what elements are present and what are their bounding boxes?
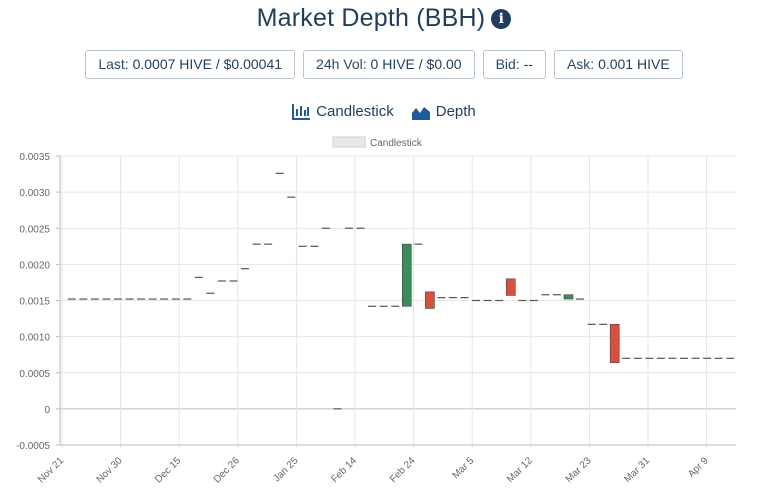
bid-label: Bid: xyxy=(495,56,520,72)
x-tick-label: Nov 30 xyxy=(95,455,125,485)
y-tick-label: 0.0010 xyxy=(19,333,50,344)
page-title: Market Depth (BBH) xyxy=(256,4,486,32)
bid-badge: Bid: -- xyxy=(482,50,546,79)
x-tick-label: Feb 14 xyxy=(329,455,359,485)
candlestick-toggle[interactable]: Candlestick xyxy=(292,103,394,120)
area-chart-icon xyxy=(411,106,430,120)
volume-value: 0 HIVE / $0.00 xyxy=(370,56,462,72)
candle xyxy=(563,294,574,300)
x-tick-label: Mar 23 xyxy=(564,455,594,485)
candle xyxy=(505,278,516,296)
x-tick-label: Jan 25 xyxy=(272,455,301,484)
last-value: 0.0007 HIVE / $0.00041 xyxy=(132,56,283,72)
y-tick-label: 0.0015 xyxy=(19,297,50,308)
candlestick-chart: Candlestick 0.0035 0.0030 0.0025 0.0020 0.001… xyxy=(16,136,736,486)
x-tick-label: Nov 21 xyxy=(36,455,66,485)
ask-label: Ask: xyxy=(566,56,595,72)
x-tick-label: Dec 15 xyxy=(153,455,183,485)
info-circle-icon[interactable]: i xyxy=(491,8,512,29)
last-price-badge: Last: 0.0007 HIVE / $0.00041 xyxy=(85,50,296,79)
y-tick-label: 0.0005 xyxy=(19,369,50,380)
legend-swatch xyxy=(332,136,366,148)
chart-type-toggles: Candlestick Depth xyxy=(0,103,768,120)
stats-bar: Last: 0.0007 HIVE / $0.00041 24h Vol: 0 … xyxy=(0,50,768,79)
y-tick-label: 0 xyxy=(44,405,50,416)
volume-badge: 24h Vol: 0 HIVE / $0.00 xyxy=(303,50,475,79)
candlestick-label: Candlestick xyxy=(316,103,394,120)
candle xyxy=(401,243,412,307)
y-tick-label: 0.0025 xyxy=(19,224,50,235)
legend-label: Candlestick xyxy=(370,138,423,149)
ask-value: 0.001 HIVE xyxy=(598,56,670,72)
x-tick-label: Dec 26 xyxy=(212,455,242,485)
candle xyxy=(425,291,435,309)
volume-label: 24h Vol: xyxy=(316,56,367,72)
x-tick-label: Mar 5 xyxy=(450,455,476,481)
x-tick-label: Feb 24 xyxy=(388,455,418,485)
x-tick-label: Mar 12 xyxy=(505,455,535,485)
y-tick-label: 0.0035 xyxy=(19,152,50,163)
header: Market Depth (BBH) i xyxy=(0,4,768,33)
bid-value: -- xyxy=(523,56,533,72)
candlestick-chart-icon xyxy=(292,103,311,120)
x-tick-label: Apr 9 xyxy=(686,455,711,480)
y-tick-label: 0.0030 xyxy=(19,188,50,199)
depth-toggle[interactable]: Depth xyxy=(411,103,476,120)
candle xyxy=(609,324,620,363)
depth-label: Depth xyxy=(435,103,476,120)
ask-badge: Ask: 0.001 HIVE xyxy=(553,50,683,79)
y-tick-label: 0.0020 xyxy=(19,260,50,271)
y-tick-label: -0.0005 xyxy=(16,441,50,452)
last-label: Last: xyxy=(98,56,129,72)
x-tick-label: Mar 31 xyxy=(622,455,652,485)
